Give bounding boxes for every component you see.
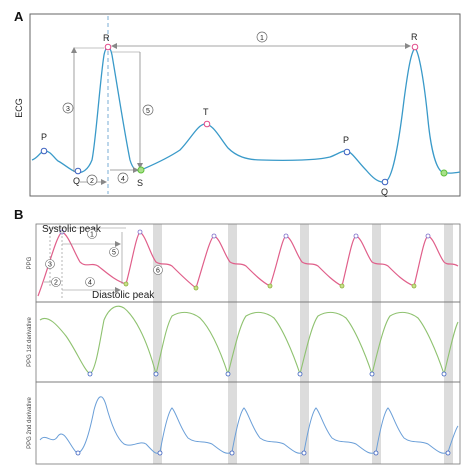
ppg-interval-1-label: 1 <box>87 229 97 239</box>
ecg-label-q1: Q <box>73 176 80 186</box>
svg-text:2: 2 <box>54 280 58 287</box>
svg-text:4: 4 <box>121 176 125 183</box>
d2-min-marker <box>301 450 307 456</box>
d2-min-markers <box>75 450 451 456</box>
d2-min-marker <box>373 450 379 456</box>
ppg-trace <box>37 231 459 297</box>
ppg-interval-2-label: 2 <box>51 277 61 287</box>
ppg-foot-marker <box>193 285 199 291</box>
q-marker-1 <box>74 167 82 175</box>
ppg-interval-5-label: 5 <box>109 247 119 257</box>
ppg-peak-marker <box>283 233 289 239</box>
d1-trace <box>39 305 459 376</box>
ppg-foot-marker <box>411 283 417 289</box>
d1-min-marker <box>441 371 447 377</box>
d1-min-markers <box>87 371 447 377</box>
q-marker-2 <box>381 178 389 186</box>
interval-1-label: 1 <box>256 31 268 43</box>
ppg-peak-marker <box>137 229 143 235</box>
ppg-interval-4-label: 4 <box>85 277 95 287</box>
svg-text:5: 5 <box>146 108 150 115</box>
r-marker-2 <box>411 43 419 51</box>
ecg-label-p1: P <box>41 132 47 142</box>
s-marker-1 <box>137 166 145 174</box>
s-marker-2 <box>440 169 448 177</box>
ppg-interval-6-label: 6 <box>153 265 163 275</box>
svg-text:4: 4 <box>88 280 92 287</box>
p-marker-1 <box>40 147 48 155</box>
svg-text:2: 2 <box>90 178 94 185</box>
svg-text:6: 6 <box>156 268 160 275</box>
d2-trace <box>39 396 459 454</box>
cycle-band <box>372 224 381 464</box>
ecg-label-q2: Q <box>381 187 388 197</box>
ppg-foot-marker <box>267 283 273 289</box>
d2-min-marker <box>75 450 81 456</box>
ppg-foot-marker <box>339 283 345 289</box>
d1-min-marker <box>225 371 231 377</box>
ecg-trace <box>31 46 461 183</box>
d2-min-marker <box>229 450 235 456</box>
p-marker-2 <box>343 148 351 156</box>
d2-axis-label: PPG 2nd derivative <box>27 396 33 448</box>
svg-text:1: 1 <box>90 232 94 239</box>
cycle-band <box>228 224 237 464</box>
systolic-peak-label: Systolic peak <box>42 224 102 235</box>
cycle-band <box>153 224 162 464</box>
ppg-peak-markers <box>59 229 431 239</box>
ppg-interval-3-label: 3 <box>45 259 55 269</box>
d2-min-marker <box>445 450 451 456</box>
ecg-label-p2: P <box>343 135 349 145</box>
ecg-label-t: T <box>203 107 209 117</box>
ppg-peak-marker <box>425 233 431 239</box>
diastolic-peak-label: Diastolic peak <box>92 290 155 301</box>
ppg-foot-markers <box>123 281 417 291</box>
interval-4-label: 4 <box>117 172 129 184</box>
d1-min-marker <box>369 371 375 377</box>
d2-frame <box>35 381 461 465</box>
svg-text:5: 5 <box>112 250 116 257</box>
cycle-band <box>444 224 453 464</box>
t-marker <box>203 120 211 128</box>
svg-text:3: 3 <box>48 262 52 269</box>
d1-min-marker <box>297 371 303 377</box>
r-marker-1 <box>104 43 112 51</box>
ppg-foot-marker <box>123 281 129 287</box>
d2-min-marker <box>157 450 163 456</box>
ecg-label-r1: R <box>103 33 110 43</box>
cycle-band <box>300 224 309 464</box>
cycle-bands <box>153 224 453 464</box>
ppg-peak-marker <box>353 233 359 239</box>
d1-min-marker <box>153 371 159 377</box>
interval-5-label: 5 <box>142 104 154 116</box>
ppg-peak-marker <box>211 233 217 239</box>
interval-3-label: 3 <box>62 102 74 114</box>
panel-a-frame <box>29 13 461 197</box>
svg-text:3: 3 <box>66 106 70 113</box>
d1-axis-label: PPG 1st derivative <box>27 316 33 366</box>
d1-min-marker <box>87 371 93 377</box>
svg-text:1: 1 <box>260 35 264 42</box>
ecg-label-s1: S <box>137 178 143 188</box>
interval-2-label: 2 <box>86 174 98 186</box>
ppg-axis-label: PPG <box>27 256 33 269</box>
panel-a-label: A <box>14 9 24 24</box>
ecg-axis-label: ECG <box>14 98 24 118</box>
panel-b-label: B <box>14 207 23 222</box>
ecg-label-r2: R <box>411 32 418 42</box>
